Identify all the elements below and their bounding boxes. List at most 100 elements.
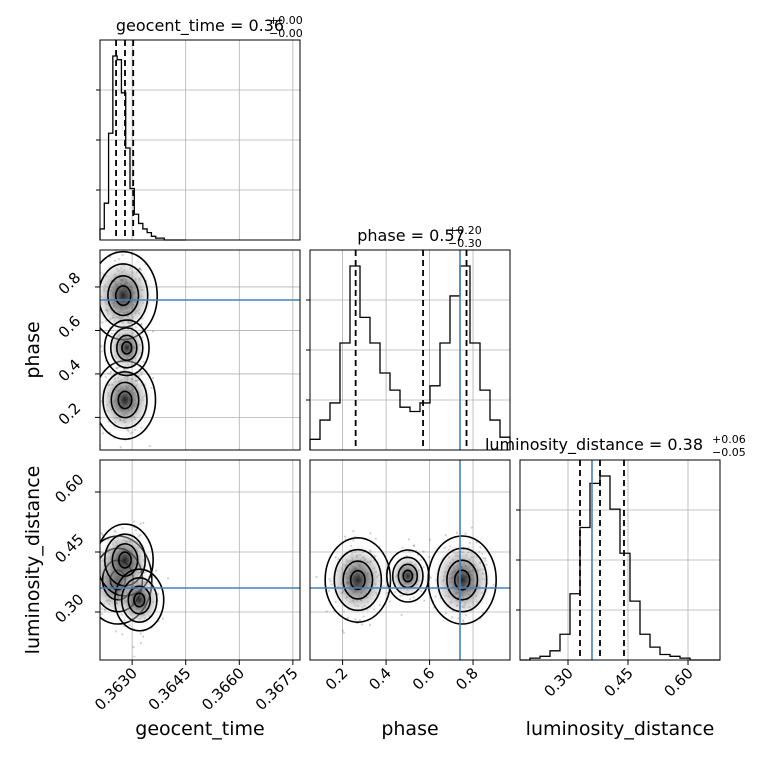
contour-phase_vs_luminosity_distance-0-3 [349,569,366,591]
sample-point [378,546,381,549]
sample-point [94,585,96,587]
density-blob-phase_vs_luminosity_distance-2 [388,553,427,599]
sample-point [142,521,145,525]
sample-point [352,530,355,533]
title-luminosity-distance-plus: +0.06 [712,433,746,446]
contour-geocent_time_vs_luminosity_distance-2-3 [133,592,146,608]
sample-point [114,630,117,633]
sample-point [132,645,135,649]
tick-label-x-phase-2: 0.6 [409,664,439,694]
xlabel-geocent-time: geocent_time [135,718,264,740]
sample-point [148,444,151,448]
tick-label-y-luminosity_distance-0: 0.30 [51,590,87,626]
title-geocent-time-minus: −0.00 [269,27,303,40]
contour-geocent_time_vs_phase-0-3 [114,285,132,307]
density-blob-geocent_time_vs_luminosity_distance-2 [116,572,162,628]
panel-frame-hist-luminosity_distance [519,459,721,661]
sample-point [358,619,362,622]
sample-point [412,544,416,547]
ylabel-luminosity-distance: luminosity_distance [22,466,44,655]
sample-point [325,610,328,613]
sample-point [343,535,347,538]
sample-point [140,570,143,573]
sample-point [127,372,130,375]
tick-label-x-geocent_time-0: 0.3630 [91,664,141,714]
tick-label-x-geocent_time-2: 0.3660 [198,664,248,714]
contour-geocent_time_vs_phase-0-2 [107,275,140,317]
plot-layer: 0.3630 0.3645 0.3660 0.3675 0.2 0.4 0.6 0.8 0.30… [51,39,721,714]
sample-point [455,531,459,535]
sample-point [102,432,105,435]
xlabel-luminosity-distance: luminosity_distance [526,718,715,740]
contour-geocent_time_vs_phase-2-1 [109,327,144,369]
sample-point [139,522,142,525]
sample-point [132,303,135,306]
sample-point [167,577,170,580]
sample-point [113,377,117,380]
panel-frame-geocent_time_vs_luminosity_distance [99,459,301,661]
contour-geocent_time_vs_phase-2-0 [103,319,150,377]
tick-label-x-phase-3: 0.8 [452,664,482,694]
tick-label-y-luminosity_distance-2: 0.60 [51,470,87,506]
sample-point [88,559,90,561]
sample-point [101,350,104,353]
sample-point [140,570,143,574]
sample-point [422,550,425,553]
sample-point [135,379,138,382]
sample-point [90,290,92,292]
sample-point [89,600,91,602]
sample-point [360,623,364,626]
sample-point [462,620,465,623]
contour-phase_vs_luminosity_distance-2-1 [391,556,424,596]
sample-point [139,641,142,645]
title-luminosity-distance-minus: −0.05 [712,446,746,459]
sample-point [119,419,122,422]
sample-point [133,520,136,523]
title-phase-plus: +0.20 [448,224,482,237]
sample-point [133,655,136,658]
contour-geocent_time_vs_luminosity_distance-1-3 [118,551,132,569]
sample-point [97,573,99,575]
histogram-phase [309,265,511,450]
contour-geocent_time_vs_phase-2-3 [121,340,133,355]
sample-point [342,631,345,634]
sample-point [100,345,103,348]
sample-point [130,566,133,569]
sample-point [388,600,391,603]
sample-point [139,632,142,635]
sample-point [105,591,108,595]
contour-geocent_time_vs_luminosity_distance-2-1 [120,577,158,623]
title-phase: phase = 0.57 [357,226,464,245]
tick-label-x-phase-0: 0.2 [322,664,352,694]
contour-geocent_time_vs_phase-2-2 [115,334,138,362]
sample-point [161,617,164,620]
density-blob-phase_vs_luminosity_distance-0 [327,541,389,619]
ylabel-phase: phase [22,321,44,378]
sample-point [121,253,124,257]
sample-point [121,633,124,636]
contour-geocent_time_vs_luminosity_distance-2-0 [114,568,165,632]
contour-phase_vs_luminosity_distance-0-2 [342,560,374,600]
title-geocent-time: geocent_time = 0.36 [116,16,284,36]
sample-point [369,532,372,535]
panel-frame-geocent_time_vs_phase [99,249,301,451]
sample-point [400,613,403,617]
title-luminosity-distance: luminosity_distance = 0.38 [485,435,703,455]
contour-phase_vs_luminosity_distance-1-1 [436,547,488,613]
histogram-luminosity_distance [520,475,720,661]
sample-point [427,555,431,559]
sample-point [130,559,133,562]
sample-point [119,570,122,573]
contour-phase_vs_luminosity_distance-0-1 [333,548,383,612]
sample-point [137,312,141,315]
sample-point [120,558,123,561]
sample-point [413,544,416,547]
tick-label-x-luminosity_distance-0: 0.30 [540,664,576,700]
tick-label-y-luminosity_distance-1: 0.45 [51,530,87,566]
contour-geocent_time_vs_phase-1-2 [110,381,140,419]
sample-point [475,541,478,544]
sample-point [346,617,349,620]
sample-point [315,576,318,579]
tick-label-y-phase-3: 0.8 [55,269,85,299]
sample-point [142,635,145,638]
